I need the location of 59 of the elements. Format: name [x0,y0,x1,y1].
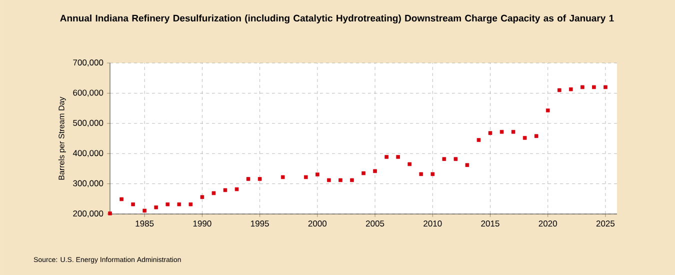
point [327,178,331,182]
point [557,88,562,92]
point [188,202,193,206]
point [131,202,135,206]
point [166,202,170,206]
point [488,131,492,135]
point [408,162,412,166]
point [362,171,366,176]
y-axis-title: Barrels per Stream Day [58,96,66,180]
point [454,157,458,161]
point [316,172,320,176]
point [280,175,285,180]
point [108,211,112,216]
x-tick-label: 2000 [308,220,327,227]
point [373,169,377,174]
point [546,108,550,112]
point [580,85,584,90]
x-tick-label: 1995 [250,220,269,227]
x-tick-label: 2015 [481,220,500,227]
x-tick-label: 1990 [193,220,212,227]
point [154,205,158,210]
y-tick-label: 200,000 [73,210,104,218]
point [442,157,446,161]
point [200,195,204,199]
point [258,177,262,181]
point [246,177,250,181]
point [177,202,182,206]
x-tick-label: 1985 [136,220,154,227]
point [120,197,124,202]
point [350,178,354,182]
point [592,85,596,90]
point [430,172,435,176]
point [511,130,516,134]
chart-title: Annual Indiana Refinery Desulfurization (including Catalytic Hydrotreating) Downstream Charge Capacity as of January 1 [60,14,614,24]
y-tick-label: 500,000 [73,120,104,127]
point [304,175,308,180]
x-tick-label: 2020 [538,220,557,227]
x-tick-label: 2025 [596,220,615,227]
y-tick-label: 300,000 [73,180,104,188]
point [396,155,400,159]
point [465,163,470,167]
point [212,191,216,196]
point [604,85,608,90]
point [223,188,228,192]
point [534,134,538,138]
point [384,155,388,159]
point [500,130,504,134]
x-tick-label: 2010 [424,220,442,227]
y-tick-label: 400,000 [72,150,104,158]
point [476,138,481,142]
point [142,208,146,213]
x-tick-label: 2005 [366,220,384,227]
point [234,187,239,192]
point [522,136,527,140]
y-tick-label: 600,000 [73,90,104,97]
point [338,178,342,182]
point [569,87,573,92]
point [419,172,424,176]
y-tick-label: 700,000 [73,59,104,67]
